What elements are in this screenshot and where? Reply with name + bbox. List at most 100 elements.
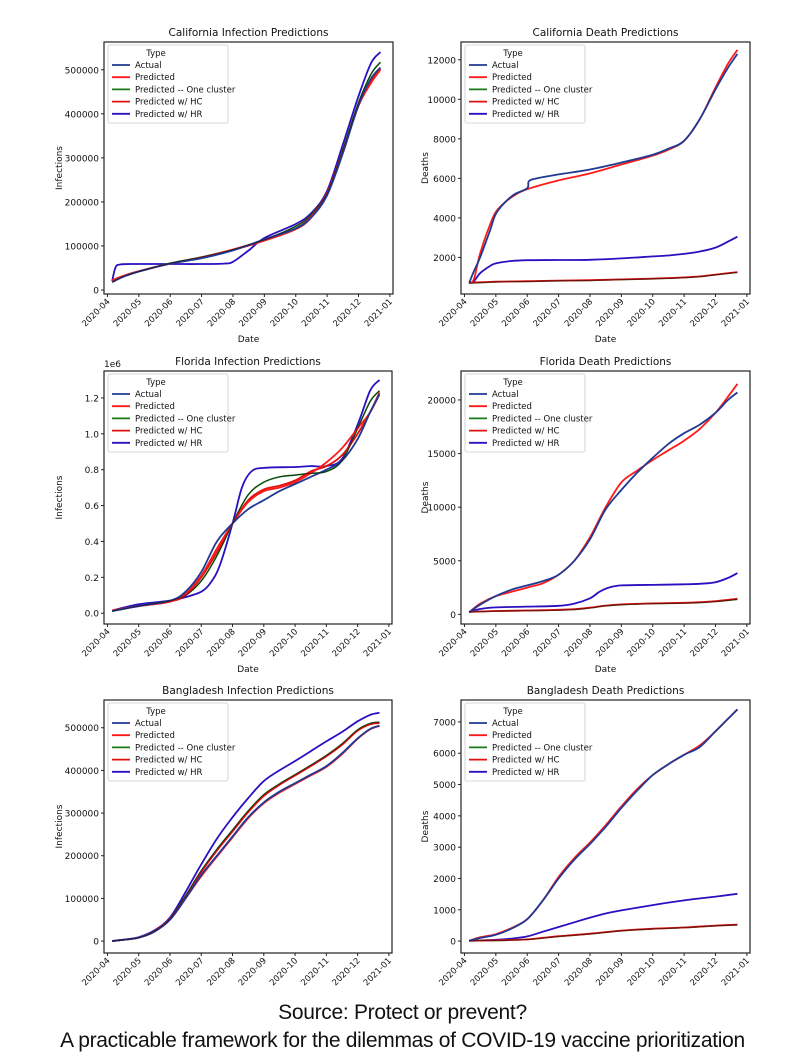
legend-title: Type xyxy=(145,378,166,388)
y-tick-label: 0 xyxy=(93,938,99,948)
series-line-predicted-w-hr xyxy=(111,51,382,282)
legend-label-actual: Actual xyxy=(135,61,162,71)
x-tick-label: 2020-07 xyxy=(174,956,206,988)
legend-label-predicted-w-hc: Predicted w/ HC xyxy=(492,427,560,437)
series-lines xyxy=(468,708,739,942)
x-tick-label: 2020-09 xyxy=(237,956,269,988)
legend-title: Type xyxy=(502,49,523,59)
x-tick-label: 2020-06 xyxy=(143,956,175,988)
series-line-predicted-w-hr xyxy=(468,572,738,614)
x-tick-label: 2020-05 xyxy=(112,297,144,329)
x-tick-label: 2020-07 xyxy=(532,627,564,659)
series-edge-predicted-one-cluster xyxy=(112,721,380,942)
plot-frame xyxy=(103,41,394,295)
x-tick-label: 2020-10 xyxy=(626,627,658,659)
series-line-predicted-w-hr xyxy=(111,379,381,612)
legend-label-predicted: Predicted xyxy=(492,731,532,741)
legend-label-actual: Actual xyxy=(135,390,162,400)
legend: Type Actual Predicted Predicted -- One clus… xyxy=(464,702,593,782)
x-tick-label: 2020-06 xyxy=(143,627,175,659)
y-axis-label: Deaths xyxy=(421,152,431,184)
x-axis-label: Date xyxy=(237,665,259,675)
chart-title: California Death Predictions xyxy=(533,27,679,39)
y-tick-label: 2000 xyxy=(433,875,456,885)
x-axis-label: Date xyxy=(595,665,617,675)
y-tick-label: 5000 xyxy=(433,781,456,791)
x-tick-label: 2020-08 xyxy=(205,956,237,988)
series-line-actual xyxy=(468,53,739,284)
y-tick-label: 12000 xyxy=(427,56,456,66)
x-tick-label: 2020-12 xyxy=(688,297,720,329)
x-tick-label: 2020-04 xyxy=(437,627,469,659)
y-tick-label: 0.2 xyxy=(85,574,99,584)
y-tick-label: 400000 xyxy=(65,110,100,120)
y-tick-label: 1000 xyxy=(433,906,456,916)
x-tick-label: 2020-09 xyxy=(594,297,626,329)
x-tick-label: 2021-01 xyxy=(362,627,394,659)
legend-label-predicted-w-hc: Predicted w/ HC xyxy=(135,98,203,108)
series-lines xyxy=(111,711,380,942)
y-tick-label: 8000 xyxy=(433,135,456,145)
x-tick-label: 2020-06 xyxy=(500,956,532,988)
x-tick-label: 2020-08 xyxy=(563,297,595,329)
y-axis-label: Deaths xyxy=(421,481,431,513)
legend-label-predicted-one-cluster: Predicted -- One cluster xyxy=(492,743,593,753)
y-tick-label: 500000 xyxy=(65,724,100,734)
legend: Type Actual Predicted Predicted -- One clus… xyxy=(464,373,593,453)
x-tick-label: 2020-09 xyxy=(594,956,626,988)
legend-label-predicted-w-hc: Predicted w/ HC xyxy=(492,756,560,766)
y-tick-label: 200000 xyxy=(65,852,100,862)
y-tick-label: 10000 xyxy=(427,96,456,106)
y-tick-label: 0.8 xyxy=(85,466,100,476)
series-line-predicted-w-hc xyxy=(469,597,738,613)
series-line-actual xyxy=(111,393,381,612)
series-line-predicted-w-hr xyxy=(468,235,738,284)
x-tick-label: 2020-12 xyxy=(688,956,720,988)
legend-label-predicted: Predicted xyxy=(135,402,175,412)
legend: Type Actual Predicted Predicted -- One clus… xyxy=(107,702,236,782)
y-axis-label: Infections xyxy=(55,804,65,848)
x-tick-label: 2020-07 xyxy=(175,297,207,329)
legend-label-actual: Actual xyxy=(492,719,519,729)
x-tick-label: 2020-10 xyxy=(268,627,300,659)
x-tick-label: 2020-10 xyxy=(269,297,301,329)
series-edge-predicted-one-cluster xyxy=(469,924,738,942)
y-tick-label: 6000 xyxy=(433,175,456,185)
series-line-actual xyxy=(111,724,380,942)
series-edge-predicted-one-cluster xyxy=(112,62,381,283)
series-line-predicted-w-hc xyxy=(469,271,738,284)
legend-box xyxy=(464,373,586,453)
x-tick-label: 2020-11 xyxy=(299,627,331,659)
legend-label-predicted-one-cluster: Predicted -- One cluster xyxy=(492,85,593,95)
legend-box xyxy=(107,373,229,453)
y-tick-label: 3000 xyxy=(433,844,456,854)
y-tick-label: 5000 xyxy=(433,557,456,567)
x-tick-label: 2020-08 xyxy=(206,297,238,329)
x-tick-label: 2020-09 xyxy=(237,297,269,329)
legend-label-predicted: Predicted xyxy=(492,73,532,83)
legend-label-predicted-one-cluster: Predicted -- One cluster xyxy=(135,85,236,95)
y-tick-label: 0 xyxy=(93,287,99,297)
legend-label-predicted: Predicted xyxy=(135,73,175,83)
legend-label-predicted-w-hr: Predicted w/ HR xyxy=(135,439,203,449)
legend-title: Type xyxy=(502,378,523,388)
legend-box xyxy=(107,44,229,124)
legend: Type Actual Predicted Predicted -- One clus… xyxy=(464,44,593,124)
y-tick-label: 300000 xyxy=(65,154,100,164)
y-axis-label: Deaths xyxy=(421,810,431,842)
x-tick-label: 2021-01 xyxy=(363,297,395,329)
x-tick-label: 2020-12 xyxy=(331,297,363,329)
x-tick-label: 2020-04 xyxy=(80,297,112,329)
y-tick-label: 15000 xyxy=(427,450,456,460)
x-tick-label: 2020-05 xyxy=(112,956,144,988)
series-edge-predicted-one-cluster xyxy=(112,390,380,612)
series-line-predicted-w-hr xyxy=(469,892,738,942)
legend-box xyxy=(464,44,586,124)
legend-label-predicted-w-hr: Predicted w/ HR xyxy=(135,768,203,778)
charts-svg: California Infection Predictions01000002… xyxy=(55,27,752,988)
x-tick-label: 2020-04 xyxy=(80,956,112,988)
series-line-predicted xyxy=(111,393,381,612)
y-tick-label: 300000 xyxy=(65,810,100,820)
x-tick-label: 2021-01 xyxy=(720,627,752,659)
plot-frame xyxy=(460,699,751,954)
